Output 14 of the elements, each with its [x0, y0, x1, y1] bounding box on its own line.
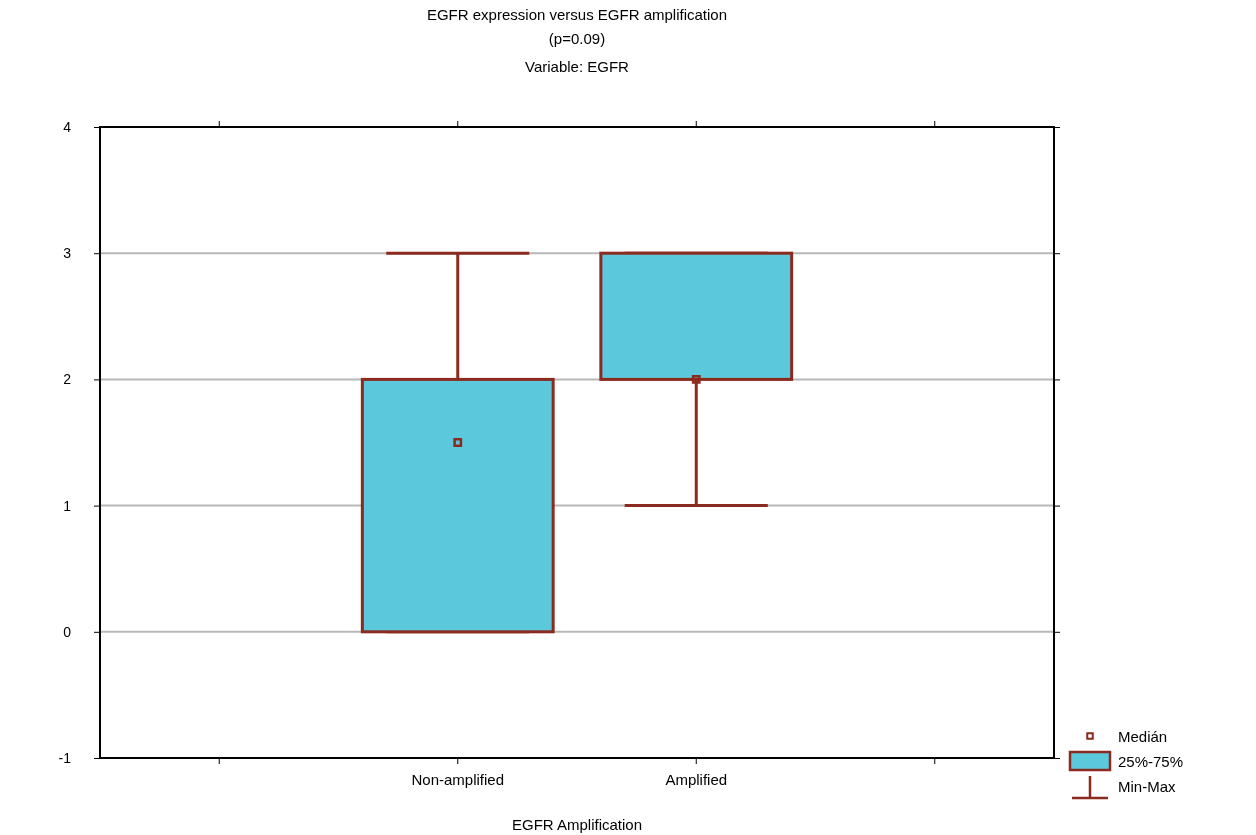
y-tick-label: 1 [63, 497, 72, 514]
y-tick-label: 3 [63, 245, 72, 262]
chart-subtitle: Variable: EGFR [525, 58, 630, 75]
text: Medián [1118, 728, 1168, 745]
x-tick-label: Non-amplified [411, 771, 505, 788]
x-axis-title: EGFR Amplification [511, 816, 643, 833]
text: 25%-75% [1118, 753, 1184, 770]
y-tick-label: 0 [63, 623, 72, 640]
x-tick-label: Amplified [665, 771, 728, 788]
chart-title: EGFR expression versus EGFR amplification (p=0.09) [426, 6, 728, 47]
y-tick-label: 2 [63, 371, 72, 388]
y-tick-label: -1 [58, 749, 72, 766]
text: Min-Max [1118, 778, 1176, 795]
y-tick-label: 4 [63, 118, 72, 135]
